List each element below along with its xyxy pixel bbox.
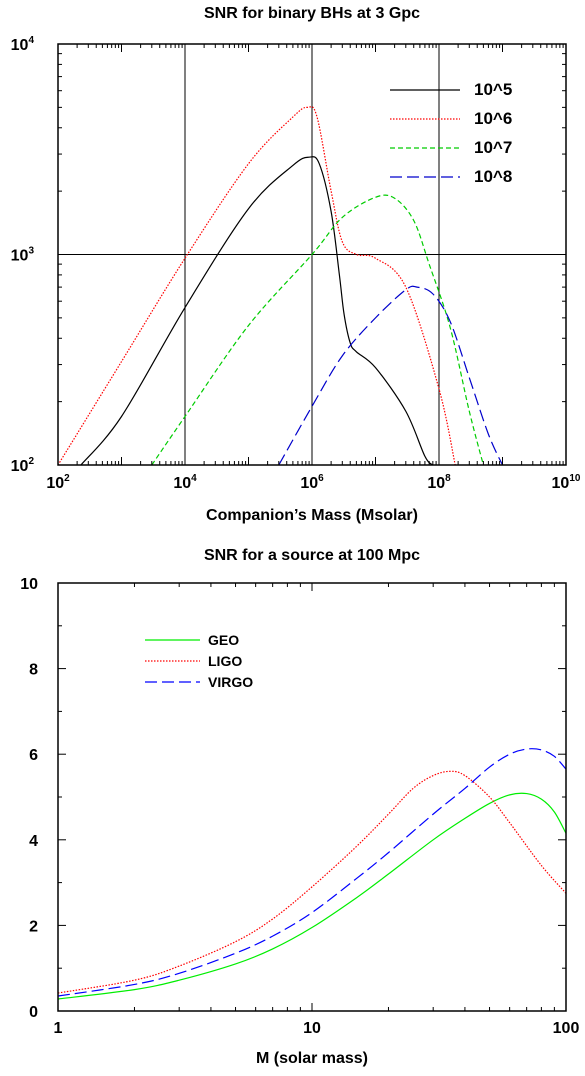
x-tick-label: 1010 (552, 473, 581, 492)
legend-label: 10^8 (474, 167, 512, 186)
y-tick-label: 2 (29, 918, 38, 935)
legend-label: 10^6 (474, 109, 512, 128)
chart-title: SNR for binary BHs at 3 Gpc (204, 5, 420, 22)
axis-ticks: 1 10 100 0 2 4 6 8 10 (20, 576, 579, 1037)
x-axis-label: Companion’s Mass (Msolar) (206, 507, 418, 524)
series-group (58, 748, 566, 1000)
x-tick-label: 104 (173, 473, 197, 492)
y-tick-label: 6 (29, 747, 38, 764)
x-tick-label: 100 (553, 1020, 580, 1037)
x-tick-label: 106 (300, 473, 324, 492)
x-tick-label: 108 (427, 473, 451, 492)
y-tick-label: 4 (29, 833, 38, 850)
series-line-10-6 (58, 106, 456, 465)
legend-label: VIRGO (208, 674, 253, 690)
x-tick-label: 10 (303, 1020, 321, 1037)
series-group (58, 106, 504, 465)
series-line-virgo (58, 748, 566, 997)
legend-label: 10^7 (474, 138, 512, 157)
axis-ticks: 102 104 106 108 1010 102 103 104 (11, 35, 581, 492)
series-line-10-7 (151, 194, 484, 465)
series-line-geo (58, 792, 566, 1000)
x-tick-label: 1 (54, 1020, 63, 1037)
y-tick-label: 0 (29, 1004, 38, 1021)
series-line-ligo (58, 770, 566, 994)
series-line-10-5 (80, 156, 434, 465)
y-tick-label: 104 (11, 35, 35, 54)
chart-source-100mpc: SNR for a source at 100 Mpc 1 10 100024681… (20, 547, 579, 1067)
chart-binary-bh: SNR for binary BHs at 3 Gpc 102 104 106 108… (11, 5, 581, 524)
legend-label: GEO (208, 632, 239, 648)
legend: GEO LIGO VIRGO (145, 632, 253, 690)
x-tick-label: 102 (46, 473, 70, 492)
y-tick-label: 102 (11, 456, 35, 475)
series-line-10-8 (278, 285, 504, 465)
legend-label: LIGO (208, 653, 242, 669)
chart-title: SNR for a source at 100 Mpc (204, 547, 420, 564)
y-tick-label: 10 (20, 576, 38, 593)
y-tick-label: 103 (11, 246, 35, 265)
x-axis-label: M (solar mass) (256, 1050, 368, 1067)
legend-label: 10^5 (474, 80, 512, 99)
legend: 10^5 10^6 10^7 10^8 (390, 80, 512, 186)
y-tick-label: 8 (29, 662, 38, 679)
